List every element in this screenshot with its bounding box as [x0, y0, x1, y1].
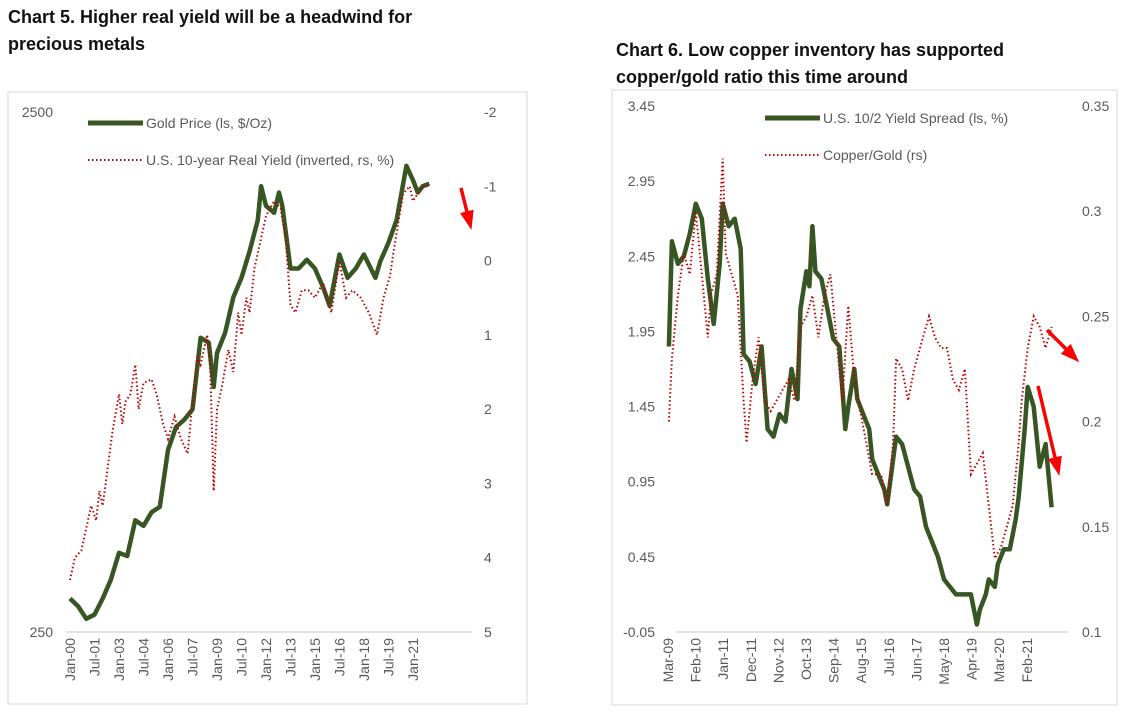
series-line-secondary	[69, 184, 428, 581]
x-axis-tick: Nov-12	[770, 638, 786, 683]
left-axis-tick: 1.45	[628, 399, 655, 415]
right-axis-tick: 2	[484, 401, 492, 417]
x-axis-tick: Jan-12	[258, 638, 274, 681]
left-axis-tick: -0.05	[623, 624, 655, 640]
right-axis-tick: 0.25	[1082, 308, 1109, 324]
right-axis-tick: 0.1	[1082, 624, 1102, 640]
x-axis-tick: May-18	[936, 638, 952, 685]
x-axis-tick: Jan-06	[160, 638, 176, 681]
x-axis-tick: Dec-11	[743, 638, 759, 682]
x-axis-tick: Jul-16	[332, 638, 348, 676]
x-axis-tick: Jul-13	[283, 638, 299, 676]
x-axis-tick: Oct-13	[798, 638, 814, 680]
right-axis-tick: 1	[484, 327, 492, 343]
x-axis-tick: Jan-00	[62, 638, 78, 681]
right-axis-tick: 3	[484, 475, 492, 491]
left-axis-tick: 0.95	[628, 474, 655, 490]
x-axis-tick: Jan-21	[405, 638, 421, 681]
x-axis-tick: Jan-15	[307, 638, 323, 681]
legend-label: Gold Price (ls, $/Oz)	[146, 115, 272, 131]
red-arrowhead-icon	[1048, 455, 1062, 476]
chart-frame	[611, 89, 1118, 706]
legend-label: U.S. 10-year Real Yield (inverted, rs, %…	[146, 152, 394, 168]
left-axis-tick: 250	[30, 624, 54, 640]
series-line-primary	[68, 163, 431, 622]
x-axis-tick: Jul-04	[136, 638, 152, 676]
red-arrowhead-icon	[460, 209, 474, 230]
x-axis-tick: Jul-07	[185, 638, 201, 676]
left-axis-tick: 0.45	[628, 549, 655, 565]
chart6-title: Chart 6. Low copper inventory has suppor…	[616, 40, 1005, 87]
x-axis-tick: Jan-09	[209, 638, 225, 681]
right-axis-tick: 0	[484, 253, 492, 269]
red-arrow-icon	[1036, 385, 1060, 471]
x-axis-tick: Jan-18	[356, 638, 372, 681]
legend-label: Copper/Gold (rs)	[823, 147, 927, 163]
chart5-title: Chart 5. Higher real yield will be a hea…	[8, 7, 413, 54]
legend-label: U.S. 10/2 Yield Spread (ls, %)	[823, 110, 1008, 126]
right-axis-tick: 4	[484, 550, 492, 566]
x-axis-tick: Jan-03	[111, 638, 127, 681]
x-axis-tick: Aug-15	[853, 638, 869, 683]
x-axis-tick: Feb-10	[688, 638, 704, 683]
x-axis-tick: Jun-17	[908, 638, 924, 681]
x-axis-tick: Jul-16	[881, 638, 897, 676]
left-axis-tick: 3.45	[628, 98, 655, 114]
x-axis-tick: Sep-14	[826, 638, 842, 683]
x-axis-tick: Jul-10	[234, 638, 250, 676]
right-axis-tick: 5	[484, 624, 492, 640]
red-arrowhead-icon	[1060, 343, 1080, 363]
x-axis-tick: Mar-09	[660, 638, 676, 683]
x-axis-tick: Mar-20	[991, 638, 1007, 683]
x-axis-tick: Feb-21	[1019, 638, 1035, 683]
right-axis-tick: 0.2	[1082, 414, 1102, 430]
left-axis-tick: 1.95	[628, 323, 655, 339]
right-axis-tick: -1	[484, 178, 497, 194]
series-line-secondary	[667, 158, 1053, 562]
chart-frame	[7, 91, 528, 705]
left-axis-tick: 2.45	[628, 248, 655, 264]
right-axis-tick: -2	[484, 104, 497, 120]
x-axis-tick: Apr-19	[964, 638, 980, 680]
right-axis-tick: 0.3	[1082, 203, 1102, 219]
left-axis-tick: 2500	[22, 104, 53, 120]
series-line-primary	[666, 201, 1054, 627]
x-axis-tick: Jul-01	[87, 638, 103, 676]
right-axis-tick: 0.15	[1082, 519, 1109, 535]
x-axis-tick: Jul-19	[381, 638, 397, 676]
right-axis-tick: 0.35	[1082, 98, 1109, 114]
left-axis-tick: 2.95	[628, 173, 655, 189]
x-axis-tick: Jan-11	[715, 638, 731, 680]
